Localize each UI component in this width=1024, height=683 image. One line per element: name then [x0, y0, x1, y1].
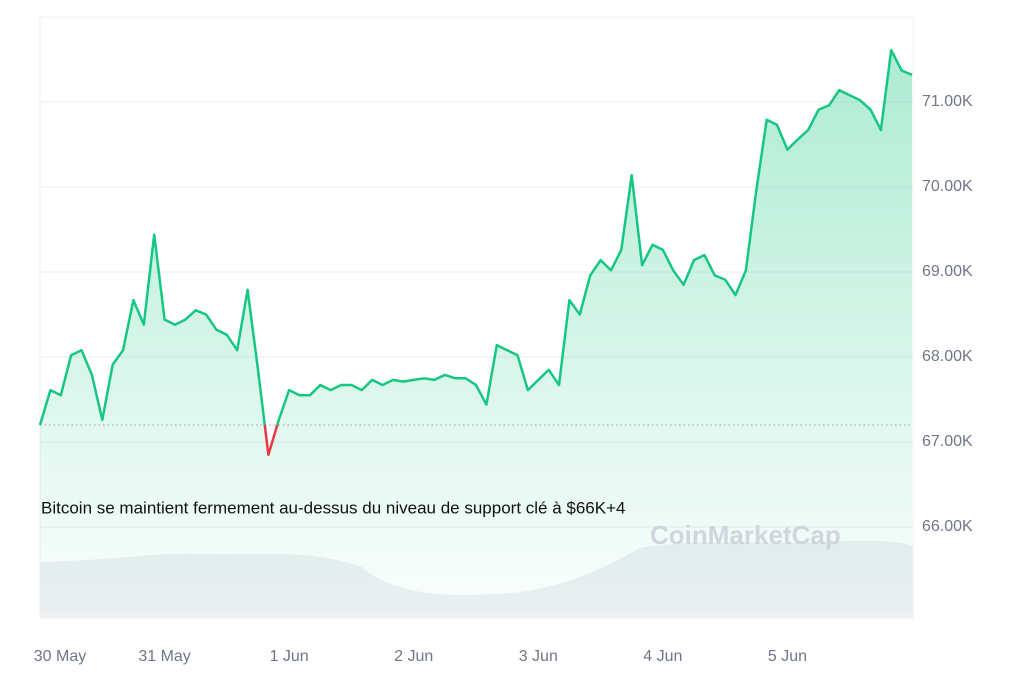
price-line [38, 48, 913, 425]
annotation: Bitcoin se maintient fermement au-dessus… [41, 498, 625, 517]
y-tick-label: 70.00K [922, 178, 973, 195]
x-tick-label: 5 Jun [768, 648, 807, 665]
x-tick-label: 1 Jun [270, 648, 309, 665]
y-tick-label: 66.00K [922, 518, 973, 535]
x-tick-label: 30 May [34, 648, 86, 665]
x-tick-label: 3 Jun [519, 648, 558, 665]
y-tick-label: 68.00K [922, 348, 973, 365]
x-tick-label: 4 Jun [643, 648, 682, 665]
watermark: CoinMarketCap [650, 520, 841, 550]
x-tick-label: 2 Jun [394, 648, 433, 665]
y-tick-label: 67.00K [922, 433, 973, 450]
area [40, 50, 912, 613]
y-tick-label: 71.00K [922, 93, 973, 110]
x-tick-label: 31 May [138, 648, 190, 665]
y-tick-label: 69.00K [922, 263, 973, 280]
